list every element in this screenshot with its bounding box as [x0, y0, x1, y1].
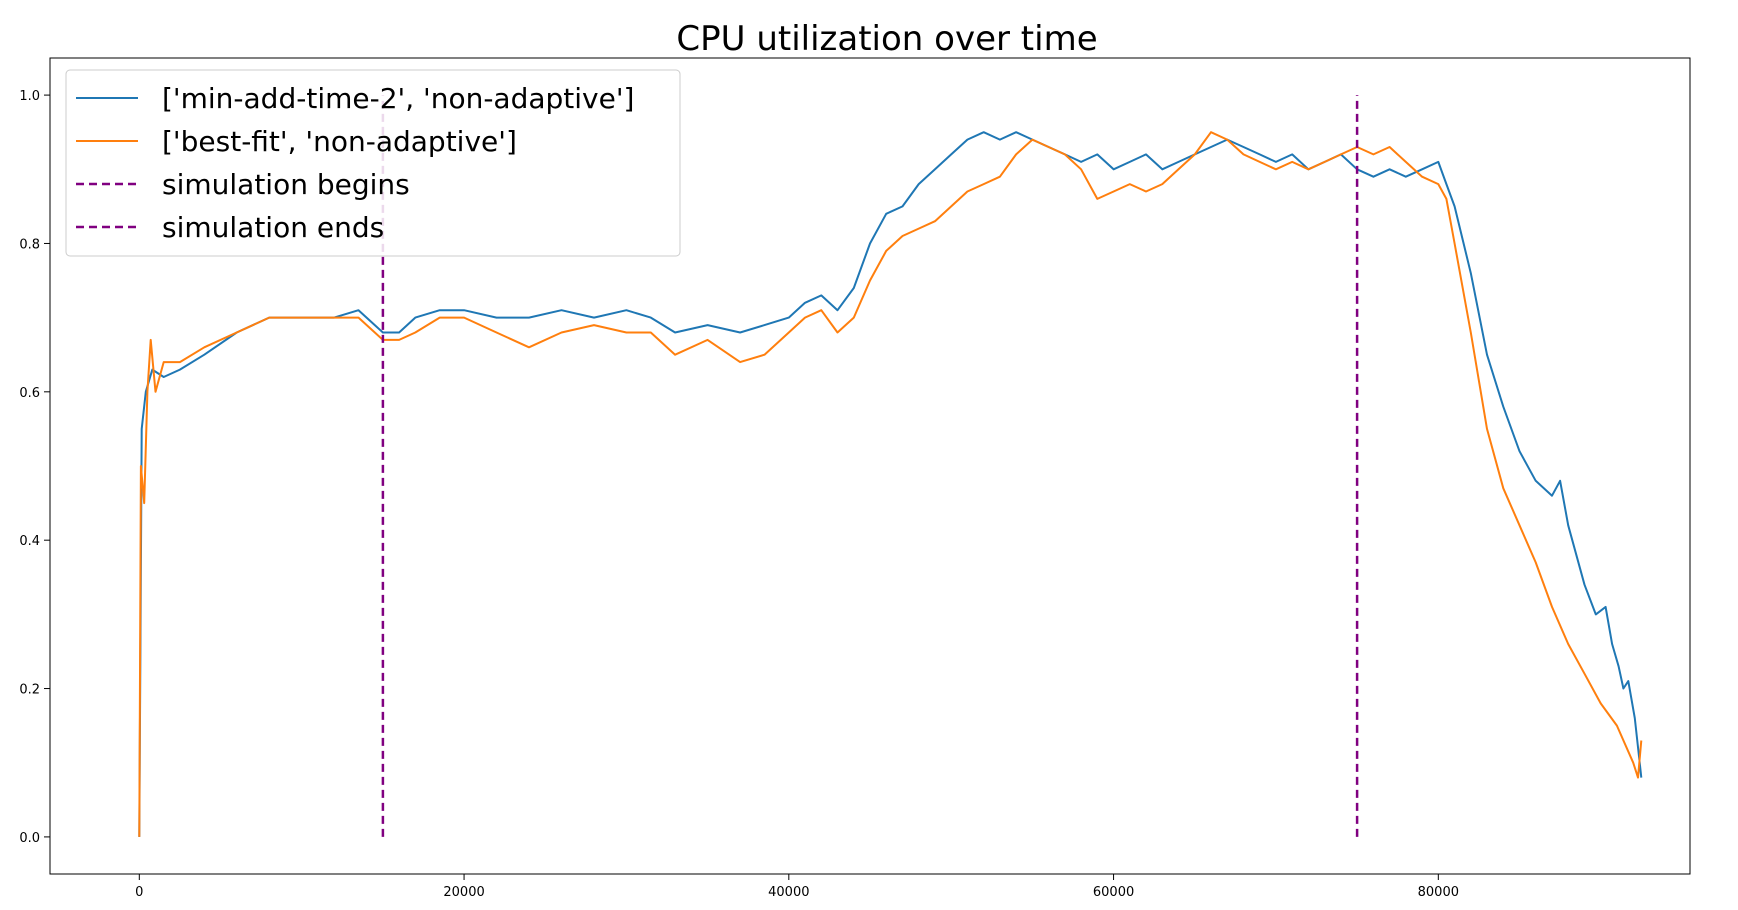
x-tick-label: 80000 — [1418, 885, 1459, 900]
y-tick-label: 0.2 — [19, 683, 40, 698]
legend: ['min-add-time-2', 'non-adaptive'] ['best… — [65, 69, 681, 257]
legend-label: ['best-fit', 'non-adaptive'] — [162, 125, 517, 158]
legend-label: simulation begins — [162, 168, 410, 201]
series-line-2 — [138, 131, 1643, 837]
legend-box — [65, 69, 681, 257]
plot-area — [138, 95, 1643, 837]
x-tick-label: 0 — [135, 885, 143, 900]
x-tick-label: 40000 — [768, 885, 809, 900]
y-tick-label: 0.6 — [19, 386, 40, 401]
y-tick-label: 0.4 — [19, 534, 40, 549]
y-tick-label: 0.8 — [19, 237, 40, 252]
axes-frame — [49, 57, 1691, 875]
x-axis: 0 20000 40000 60000 80000 — [135, 874, 1459, 900]
legend-label: ['min-add-time-2', 'non-adaptive'] — [162, 82, 634, 115]
y-axis: 0.0 0.2 0.4 0.6 0.8 1.0 — [19, 89, 50, 846]
y-tick-label: 1.0 — [19, 89, 40, 104]
x-tick-label: 20000 — [443, 885, 484, 900]
chart-title: CPU utilization over time — [676, 19, 1097, 59]
y-tick-label: 0.0 — [19, 831, 40, 846]
legend-label: simulation ends — [162, 211, 384, 244]
x-tick-label: 60000 — [1093, 885, 1134, 900]
